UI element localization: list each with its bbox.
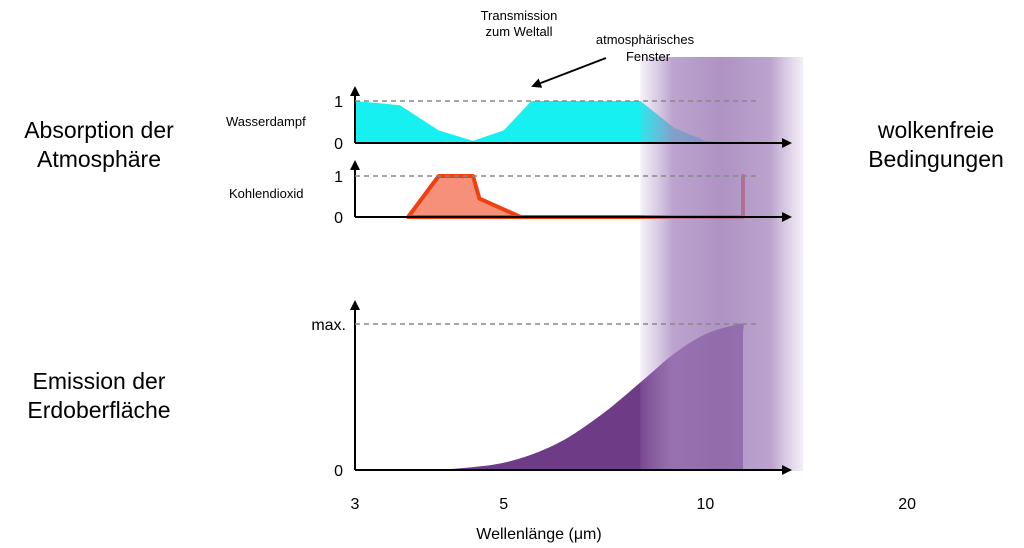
co2-area-1 <box>406 174 523 219</box>
x-tick-10: 10 <box>697 496 715 513</box>
window-arrow <box>531 57 607 88</box>
transmission-line-2: zum Weltall <box>486 24 553 39</box>
transmission-line-1: Transmission <box>481 8 558 23</box>
water-vapour-label: Wasserdampf <box>226 114 306 129</box>
window-annotation: atmosphärisches Fenster <box>531 32 695 88</box>
window-line-1: atmosphärisches <box>596 32 695 47</box>
water-y-tick-1: 1 <box>334 94 343 111</box>
emission-axes: max. 0 35102040 Wellenlänge (μm) <box>311 300 916 543</box>
atmospheric-window-band <box>640 57 804 471</box>
co2-axes: 1 0 Kohlendioxid <box>229 160 792 227</box>
absorption-label: Absorption der Atmosphäre <box>24 117 174 172</box>
x-axis-title: Wellenlänge (μm) <box>476 526 601 543</box>
co2-label: Kohlendioxid <box>229 186 303 201</box>
x-tick-20: 20 <box>898 496 916 513</box>
emission-y-tick-max: max. <box>311 317 346 334</box>
water-vapour-axes: 1 0 Wasserdampf <box>226 86 792 153</box>
co2-y-tick-1: 1 <box>334 169 343 186</box>
x-tick-3: 3 <box>351 496 360 513</box>
co2-y-tick-0: 0 <box>334 210 343 227</box>
emission-label: Emission der Erdoberfläche <box>27 368 171 423</box>
emission-y-tick-0: 0 <box>334 463 343 480</box>
window-line-2: Fenster <box>626 49 671 64</box>
conditions-label: wolkenfreie Bedingungen <box>868 117 1004 172</box>
water-y-tick-0: 0 <box>334 136 343 153</box>
x-tick-5: 5 <box>499 496 508 513</box>
transmission-annotation: Transmission zum Weltall <box>481 8 558 39</box>
